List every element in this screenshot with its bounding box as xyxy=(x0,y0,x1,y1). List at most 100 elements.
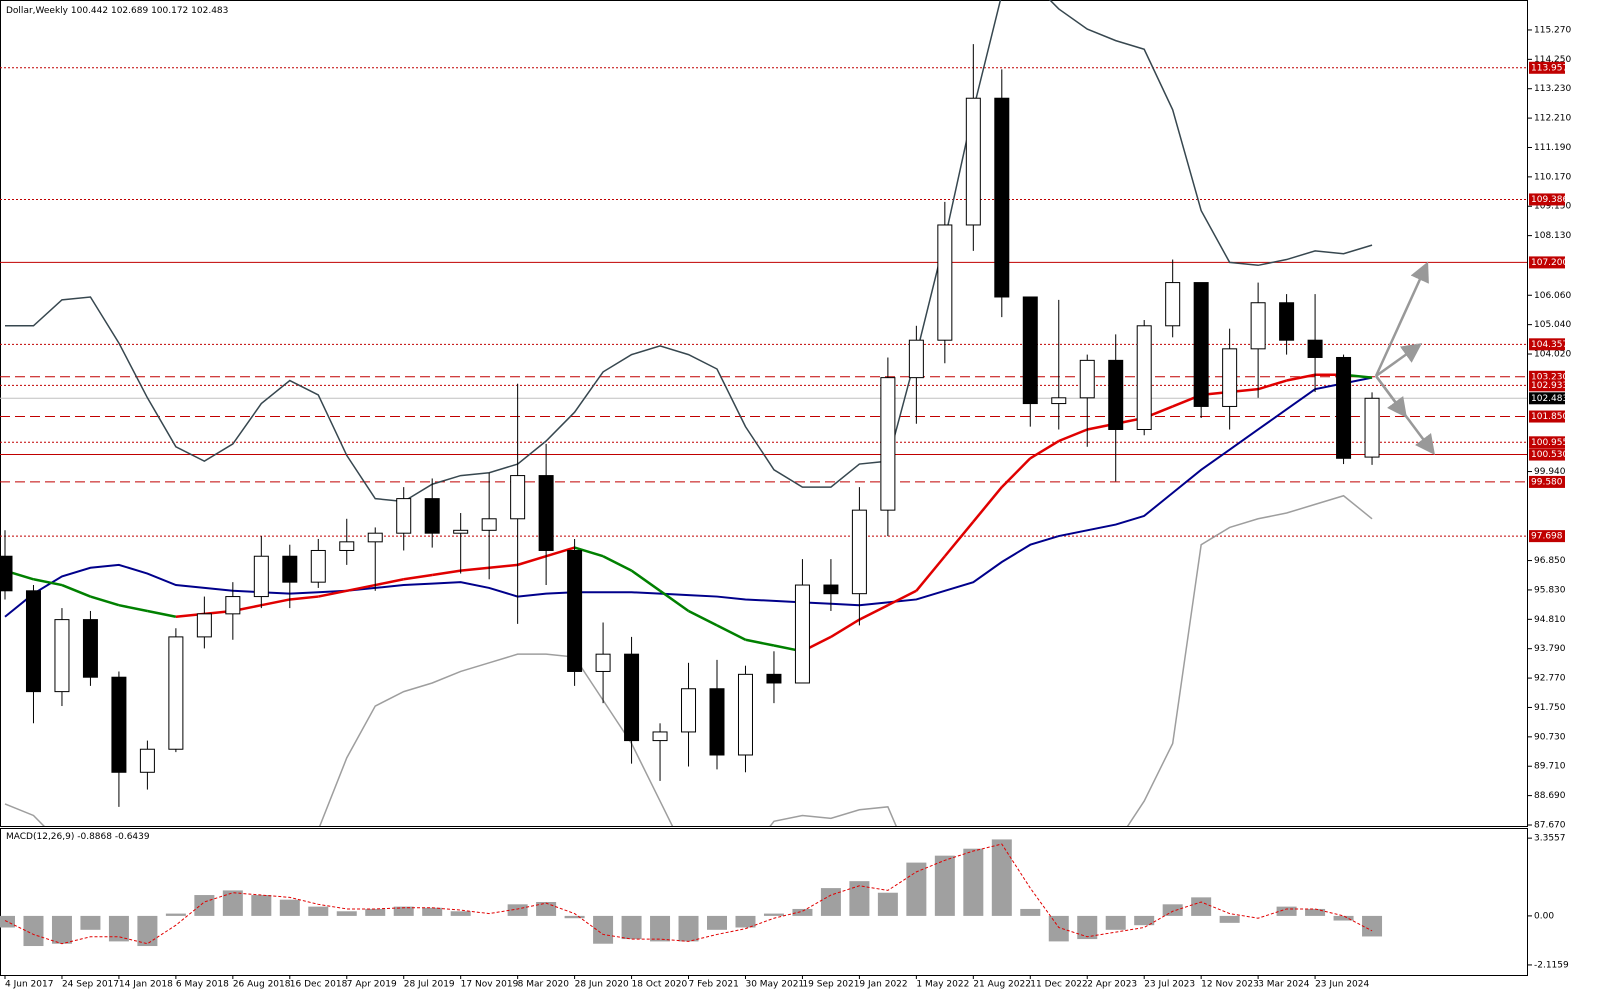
level-tag xyxy=(1529,61,1565,74)
macd-bar xyxy=(1333,915,1354,921)
candle-body xyxy=(965,97,981,226)
ma-segment xyxy=(943,520,975,558)
projection-arrows xyxy=(1374,261,1435,456)
ma-segment xyxy=(90,595,120,607)
macd-bar xyxy=(820,888,841,916)
y-tick-label: 93.790 xyxy=(1534,644,1566,654)
macd-bar xyxy=(450,911,471,916)
y-tick-label: 91.750 xyxy=(1534,703,1566,713)
ma-segment xyxy=(574,546,604,558)
macd-bar xyxy=(1305,908,1326,916)
y-tick-label: 87.670 xyxy=(1534,820,1566,830)
y-tick-label: 92.770 xyxy=(1534,674,1566,684)
price-pane xyxy=(0,0,1527,826)
ma-segment xyxy=(489,563,518,570)
level-tag xyxy=(1529,410,1565,423)
candle-body xyxy=(937,224,953,341)
x-tick-label: 23 Jun 2024 xyxy=(1315,980,1369,990)
candle-body xyxy=(54,619,70,693)
open: 100.442 xyxy=(71,6,108,16)
x-tick-label: 16 Dec 2018 xyxy=(290,980,348,990)
level-label: 103.230 xyxy=(1531,372,1568,382)
y-tick-label: 112.210 xyxy=(1534,114,1571,124)
arrow xyxy=(1374,261,1429,377)
y-tick-label: 114.250 xyxy=(1534,55,1571,65)
y-tick-label: -2.1159 xyxy=(1534,960,1569,970)
candle-body xyxy=(0,555,13,592)
macd-bar xyxy=(906,862,927,916)
level-tag xyxy=(1529,379,1565,392)
candle-body xyxy=(481,518,497,531)
indicator-line xyxy=(4,494,1373,826)
ma-segment xyxy=(915,555,946,592)
macd-bar xyxy=(279,899,300,916)
ma-segment xyxy=(659,589,690,612)
ma-segment xyxy=(745,638,775,647)
y-tick-label: 88.690 xyxy=(1534,791,1566,801)
level-tag xyxy=(1529,256,1565,269)
level-label: 109.386 xyxy=(1531,195,1568,205)
ma-segment xyxy=(545,546,575,558)
ma-segment xyxy=(289,595,319,601)
x-tick-label: 4 Jun 2017 xyxy=(5,980,53,990)
candle-body xyxy=(282,555,298,583)
x-tick-label: 8 Mar 2020 xyxy=(518,980,570,990)
level-tag xyxy=(1529,448,1565,461)
macd-frame xyxy=(0,828,1528,976)
y-tick-label: 104.020 xyxy=(1534,350,1571,360)
x-tick-label: 28 Jun 2020 xyxy=(575,980,629,990)
ma-segment xyxy=(687,609,718,627)
candle-body xyxy=(766,673,782,684)
ma-segment xyxy=(1029,439,1060,460)
indicator-line xyxy=(5,0,1373,503)
candle-body xyxy=(1193,282,1209,407)
macd-bar xyxy=(877,892,898,916)
ma-segment xyxy=(460,566,490,572)
macd-bar xyxy=(763,913,784,916)
macd-bar xyxy=(1134,915,1155,926)
macd-bar xyxy=(222,890,243,916)
candle-body xyxy=(25,590,41,693)
ma-segment xyxy=(830,618,861,638)
candle-body xyxy=(709,688,725,756)
macd-bar xyxy=(1077,915,1098,940)
macd-bar xyxy=(934,855,955,916)
candle-body xyxy=(82,619,98,678)
y-tick-label: 109.150 xyxy=(1534,202,1571,212)
signal-value: -0.6439 xyxy=(115,832,150,842)
ma-segment xyxy=(1257,379,1287,391)
ma-segment xyxy=(346,583,376,593)
macd-bar xyxy=(593,915,614,944)
macd-bar xyxy=(23,915,44,947)
price-tag xyxy=(1529,392,1565,405)
x-tick-label: 18 Oct 2020 xyxy=(632,980,688,990)
x-tick-label: 3 Mar 2024 xyxy=(1258,980,1310,990)
macd-bar xyxy=(1048,915,1069,942)
y-tick-label: 105.040 xyxy=(1534,320,1571,330)
macd-bar xyxy=(1191,897,1212,916)
x-tick-label: 21 Aug 2022 xyxy=(973,980,1031,990)
candle-body xyxy=(737,673,753,756)
macd-bar xyxy=(650,915,671,942)
candle-body xyxy=(310,549,326,583)
macd-bar xyxy=(1105,915,1126,930)
candle-body xyxy=(567,549,583,672)
level-label: 113.957 xyxy=(1531,63,1568,73)
candle-body xyxy=(253,555,269,598)
candle-body xyxy=(794,584,810,684)
candle-body xyxy=(1279,302,1295,341)
y-tick-label: 90.730 xyxy=(1534,732,1566,742)
macd-bar xyxy=(707,915,727,930)
candle-body xyxy=(1336,356,1352,459)
macd-bar xyxy=(1276,906,1297,916)
candle-body xyxy=(652,731,668,742)
level-label: 99.580 xyxy=(1531,477,1563,487)
macd-bar xyxy=(365,908,386,916)
candle-body xyxy=(367,532,383,543)
candle-body xyxy=(624,653,640,742)
y-tick-label: 108.130 xyxy=(1534,231,1571,241)
ma-segment xyxy=(432,569,461,577)
level-label: 97.698 xyxy=(1531,532,1563,542)
x-tick-label: 14 Jan 2018 xyxy=(119,980,173,990)
